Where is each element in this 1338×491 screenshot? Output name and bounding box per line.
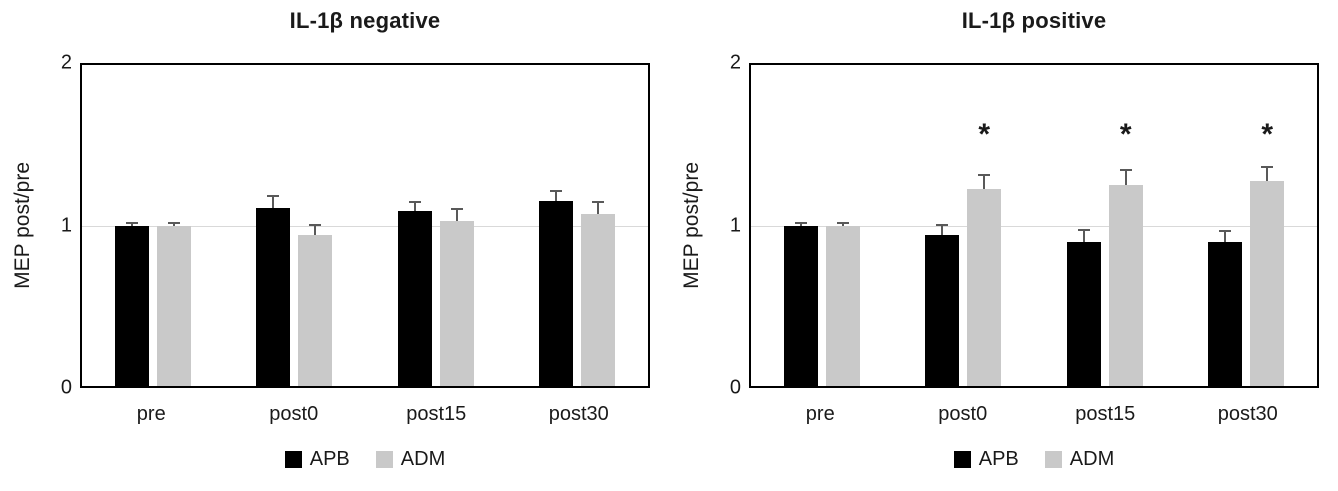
error-bar-apb-post30 (550, 190, 563, 202)
error-bar-apb-post15 (408, 201, 421, 212)
error-bar-apb-pre (125, 222, 138, 226)
y-tick-label: 2 (729, 51, 741, 74)
y-tick-label: 1 (60, 214, 72, 236)
significance-asterisk-post0: * (978, 118, 991, 151)
bar-adm-post15 (1108, 185, 1143, 386)
x-tick-label-pre: pre (805, 403, 835, 425)
error-bar-adm-post15 (1119, 169, 1132, 186)
bar-adm-post15 (439, 220, 474, 386)
legend-swatch-apb (953, 451, 971, 468)
x-tick-label-pre: pre (136, 403, 166, 425)
error-bar-adm-post30 (1261, 166, 1274, 181)
bar-apb-post30 (1208, 241, 1243, 386)
y-tick-label: 0 (60, 376, 72, 399)
y-axis-label: MEP post/pre (680, 162, 703, 289)
significance-asterisk-post30: * (1261, 118, 1274, 151)
bar-apb-pre (114, 225, 149, 386)
error-bar-apb-post0 (267, 195, 280, 208)
x-tick-label-post30: post30 (548, 403, 609, 425)
legend: APB ADM (80, 448, 650, 471)
legend-swatch-adm (375, 451, 393, 468)
x-tick-label-post15: post15 (406, 403, 467, 425)
error-bar-adm-post0 (309, 223, 322, 236)
x-tick-label-post0: post0 (269, 403, 319, 425)
error-bar-adm-post15 (450, 207, 463, 221)
y-tick-label: 2 (60, 51, 72, 74)
error-bar-adm-pre (836, 222, 849, 226)
y-axis: 0 1 2 (36, 52, 72, 399)
legend: APB ADM (749, 448, 1319, 471)
error-bar-adm-post0 (978, 174, 991, 189)
error-bar-adm-post30 (592, 201, 605, 215)
gridline-y1 (751, 225, 1317, 227)
bar-apb-post15 (1066, 241, 1101, 386)
plot-area: * * * (749, 63, 1319, 388)
bar-adm-pre (156, 225, 191, 386)
y-axis-label: MEP post/pre (11, 162, 34, 289)
significance-asterisk-post15: * (1119, 118, 1132, 151)
bar-apb-post30 (539, 201, 574, 386)
x-tick-label-post30: post30 (1217, 403, 1278, 425)
x-axis: pre post0 post15 post30 (80, 403, 650, 426)
legend-entry-apb: APB (284, 448, 350, 471)
bar-adm-post30 (1250, 180, 1285, 386)
legend-label-apb: APB (309, 448, 350, 470)
plot-area (80, 63, 650, 388)
bar-adm-post0 (298, 235, 333, 386)
x-tick-label-post0: post0 (938, 403, 988, 425)
bar-adm-post30 (581, 214, 616, 386)
chart-il1b-negative: IL-1β negative MEP post/pre 0 1 2 pre post0… (11, 8, 650, 471)
legend-swatch-apb (284, 451, 302, 468)
y-tick-label: 1 (729, 214, 741, 236)
x-axis: pre post0 post15 post30 (749, 403, 1319, 426)
x-tick-label-post15: post15 (1075, 403, 1136, 425)
bar-apb-post0 (925, 235, 960, 386)
legend-swatch-adm (1044, 451, 1062, 468)
bar-apb-post15 (397, 211, 432, 386)
error-bar-apb-pre (794, 222, 807, 226)
bar-adm-pre (825, 225, 860, 386)
legend-label-adm: ADM (400, 448, 446, 470)
error-bar-apb-post30 (1219, 230, 1232, 242)
bar-apb-post0 (256, 207, 291, 386)
bar-adm-post0 (967, 188, 1002, 386)
chart-title: IL-1β positive (961, 8, 1107, 33)
legend-label-adm: ADM (1069, 448, 1115, 470)
error-bar-apb-post0 (936, 223, 949, 236)
legend-entry-adm: ADM (1044, 448, 1115, 471)
gridline-y1 (82, 225, 648, 227)
y-axis: 0 1 2 (705, 52, 741, 399)
bar-apb-pre (783, 225, 818, 386)
legend-entry-apb: APB (953, 448, 1019, 471)
error-bar-adm-pre (167, 222, 180, 226)
error-bar-apb-post15 (1077, 228, 1090, 242)
legend-label-apb: APB (978, 448, 1019, 470)
y-tick-label: 0 (729, 376, 741, 399)
chart-title: IL-1β negative (289, 8, 441, 33)
legend-entry-adm: ADM (375, 448, 446, 471)
